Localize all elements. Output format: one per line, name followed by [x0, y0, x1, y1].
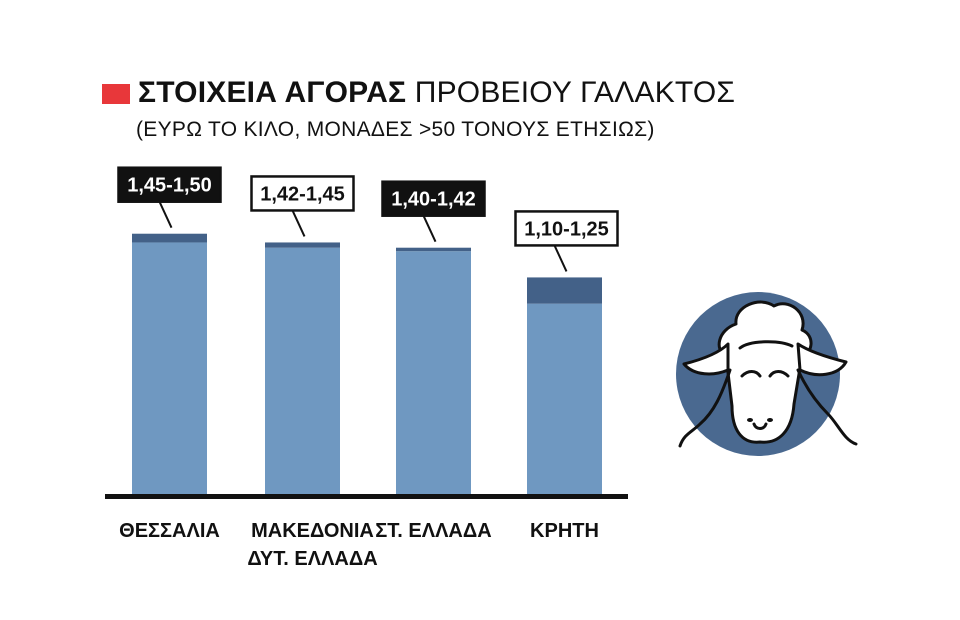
value-label: 1,45-1,50 [127, 175, 212, 197]
bar-range [396, 247, 471, 252]
category-label: ΘΕΣΣΑΛΙΑ [119, 520, 220, 542]
category-label: ΜΑΚΕΔΟΝΙΑ [251, 520, 374, 542]
sheep-icon [676, 292, 858, 456]
label-leader [422, 215, 437, 243]
bar-low [132, 242, 207, 496]
chart-title-bold: ΣΤΟΙΧΕΙΑ ΑΓΟΡΑΣ [138, 76, 407, 109]
value-label-box [381, 180, 486, 217]
label-leader [158, 201, 173, 229]
category-label: ΣΤ. ΕΛΛΑΔΑ [375, 520, 491, 542]
value-label-box [250, 175, 355, 212]
value-label-box [514, 210, 619, 247]
bar-low [396, 251, 471, 496]
chart-subtitle: (ΕΥΡΩ ΤΟ ΚΙΛΟ, ΜΟΝΑΔΕΣ >50 ΤΟΝΟΥΣ ΕΤΗΣΙΩ… [136, 118, 655, 141]
label-leader [553, 245, 568, 272]
value-label: 1,40-1,42 [391, 189, 476, 211]
category-label: ΚΡΗΤΗ [530, 520, 599, 542]
chart-title-rest: ΠΡΟΒΕΙΟΥ ΓΑΛΑΚΤΟΣ [414, 76, 736, 109]
bar-range [265, 242, 340, 248]
sheep-icon-head [678, 300, 858, 448]
value-label-box [117, 166, 222, 203]
category-label: ΔΥΤ. ΕΛΛΑΔΑ [247, 548, 377, 570]
sheep-icon-nostrils [747, 418, 773, 422]
value-label: 1,42-1,45 [260, 183, 345, 205]
label-leader [291, 210, 306, 237]
bar-low [527, 303, 602, 496]
title-marker [102, 84, 130, 104]
bar-low [265, 247, 340, 496]
chart-title: ΣΤΟΙΧΕΙΑ ΑΓΟΡΑΣ ΠΡΟΒΕΙΟΥ ΓΑΛΑΚΤΟΣ [138, 76, 735, 110]
x-axis-baseline [105, 494, 628, 499]
bar-range [132, 233, 207, 243]
value-label: 1,10-1,25 [524, 218, 609, 240]
bar-range [527, 277, 602, 304]
chart-header: ΣΤΟΙΧΕΙΑ ΑΓΟΡΑΣ ΠΡΟΒΕΙΟΥ ΓΑΛΑΚΤΟΣ (ΕΥΡΩ … [102, 72, 742, 152]
